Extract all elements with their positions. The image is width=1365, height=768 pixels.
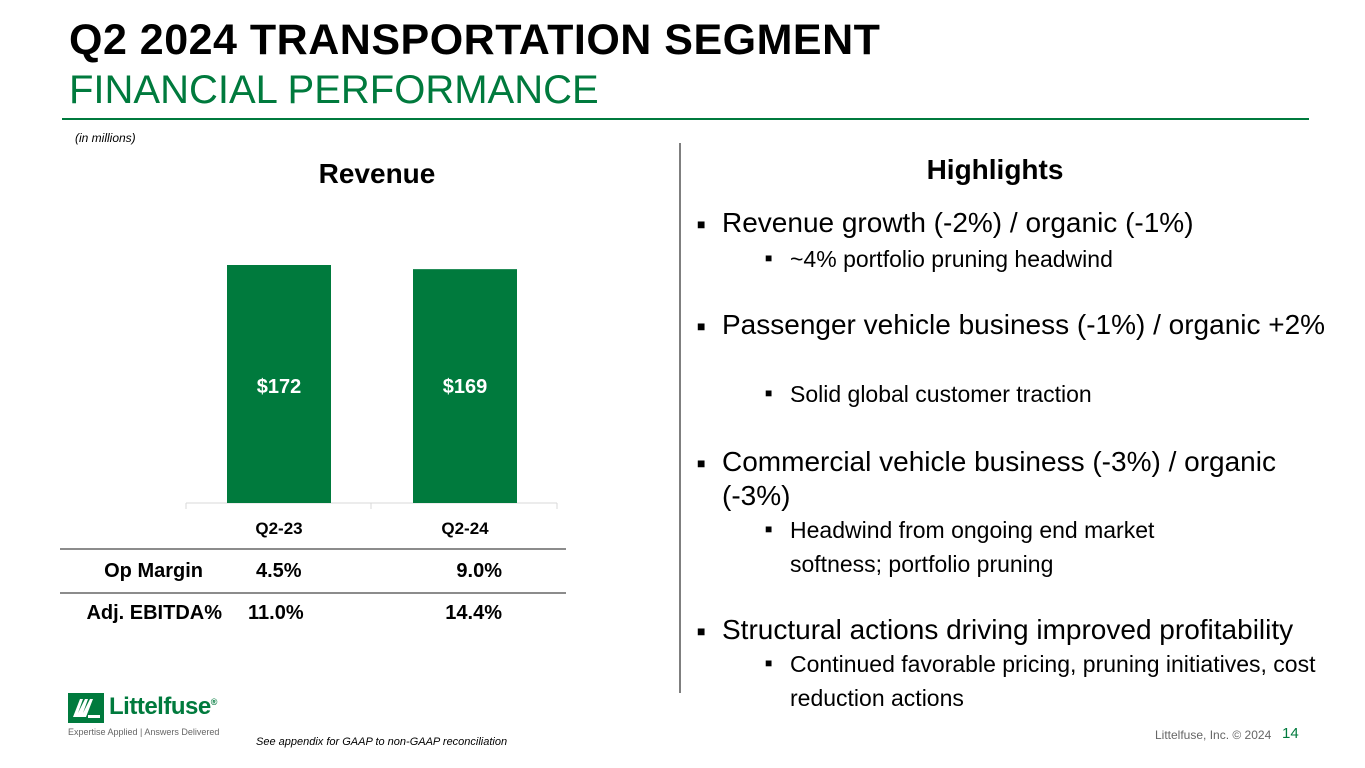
- bar-data-label: $169: [443, 376, 488, 398]
- copyright: Littelfuse, Inc. © 2024: [1155, 728, 1272, 742]
- row-rule: [60, 592, 566, 594]
- x-tick-label: Q2-24: [441, 519, 489, 538]
- bullet-icon: ■: [765, 522, 773, 536]
- bar-q2-23: [227, 265, 331, 503]
- highlight-item: ■ Revenue growth (-2%) / organic (-1%): [697, 206, 1347, 240]
- metric-label: Op Margin: [104, 560, 203, 582]
- highlight-subitem: ■ Headwind from ongoing end market softn…: [765, 513, 1245, 581]
- gaap-footnote: See appendix for GAAP to non-GAAP reconc…: [256, 736, 508, 748]
- metric-label: Adj. EBITDA%: [86, 602, 222, 624]
- bullet-icon: ■: [697, 455, 706, 471]
- highlight-subitem: ■ ~4% portfolio pruning headwind: [765, 242, 1335, 276]
- highlight-subtext: ~4% portfolio pruning headwind: [790, 246, 1113, 272]
- highlight-text: Passenger vehicle business (-1%) / organ…: [722, 309, 1326, 340]
- bullet-icon: ■: [697, 623, 706, 639]
- highlight-subitem: ■ Solid global customer traction: [765, 377, 1335, 411]
- highlight-item: ■ Structural actions driving improved pr…: [697, 613, 1347, 647]
- bar-data-label: $172: [257, 376, 302, 398]
- highlight-subtext: Continued favorable pricing, pruning ini…: [790, 651, 1316, 711]
- metric-value-q2-23: 11.0%: [248, 602, 304, 624]
- row-rule: [60, 548, 566, 550]
- page-title: Q2 2024 TRANSPORTATION SEGMENT: [69, 16, 881, 64]
- units-note: (in millions): [75, 131, 136, 145]
- logo-text: Littelfuse: [109, 693, 211, 720]
- metric-value-q2-23: 4.5%: [256, 560, 302, 582]
- littelfuse-logo: Littelfuse® Expertise Applied | Answers …: [68, 693, 220, 743]
- page-subtitle: FINANCIAL PERFORMANCE: [69, 68, 599, 112]
- highlight-text: Structural actions driving improved prof…: [722, 614, 1294, 645]
- page-number: 14: [1282, 725, 1299, 742]
- highlight-item: ■ Passenger vehicle business (-1%) / org…: [697, 308, 1347, 342]
- title-rule: [62, 118, 1309, 120]
- revenue-heading: Revenue: [318, 158, 436, 189]
- bullet-icon: ■: [765, 251, 773, 265]
- highlight-text: Commercial vehicle business (-3%) / orga…: [722, 446, 1276, 511]
- metric-value-q2-24: 14.4%: [445, 602, 502, 624]
- logo-wordmark: Littelfuse®: [109, 693, 217, 721]
- bullet-icon: ■: [765, 386, 773, 400]
- logo-tagline: Expertise Applied | Answers Delivered: [68, 727, 220, 737]
- littelfuse-mark-icon: [68, 693, 104, 723]
- highlight-subtext: Solid global customer traction: [790, 381, 1092, 407]
- highlight-subtext: Headwind from ongoing end market softnes…: [790, 517, 1155, 577]
- bullet-icon: ■: [697, 216, 706, 232]
- bullet-icon: ■: [697, 318, 706, 334]
- x-tick-label: Q2-23: [255, 519, 302, 538]
- highlight-text: Revenue growth (-2%) / organic (-1%): [722, 207, 1194, 238]
- highlight-subitem: ■ Continued favorable pricing, pruning i…: [765, 647, 1335, 715]
- highlights-heading: Highlights: [926, 154, 1064, 185]
- revenue-chart: $172 Q2-23 $169 Q2-24: [185, 265, 558, 538]
- bar-q2-24: [413, 269, 517, 503]
- bullet-icon: ■: [765, 656, 773, 670]
- metric-value-q2-24: 9.0%: [456, 560, 502, 582]
- registered-mark: ®: [210, 697, 218, 707]
- vertical-divider: [679, 143, 681, 693]
- highlight-item: ■ Commercial vehicle business (-3%) / or…: [697, 445, 1347, 513]
